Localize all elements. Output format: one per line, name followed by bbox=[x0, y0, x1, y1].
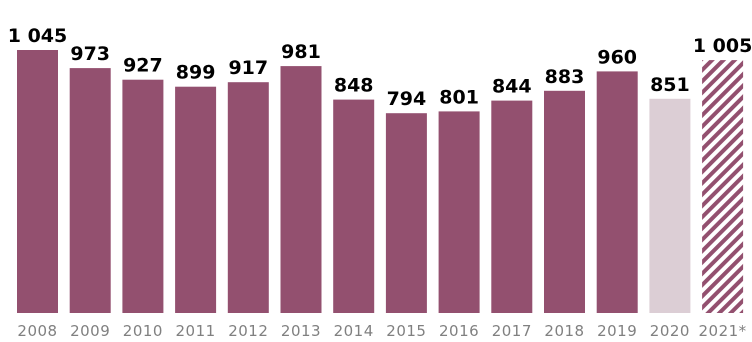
x-tick-label: 2012 bbox=[228, 322, 268, 340]
bar-2015 bbox=[385, 113, 427, 313]
bar-2014 bbox=[333, 99, 375, 313]
bar-2021 bbox=[702, 60, 744, 313]
bar-2010 bbox=[122, 79, 164, 313]
value-label: 927 bbox=[123, 55, 163, 77]
x-tick-label: 2014 bbox=[334, 322, 374, 340]
value-label: 917 bbox=[228, 57, 268, 79]
bar-2017 bbox=[491, 100, 533, 313]
value-label: 1 045 bbox=[8, 25, 68, 47]
x-tick-label: 2008 bbox=[17, 322, 57, 340]
value-label: 848 bbox=[334, 75, 374, 97]
value-label: 794 bbox=[387, 88, 427, 110]
x-tick-label: 2020 bbox=[650, 322, 690, 340]
x-tick-label: 2016 bbox=[439, 322, 479, 340]
x-tick-labels-group: 2008 2009 2010 2011 2012 2013 2014 2015 2016 2017… bbox=[17, 322, 746, 340]
value-label: 883 bbox=[545, 66, 585, 88]
value-label: 844 bbox=[492, 76, 532, 98]
value-label: 801 bbox=[439, 86, 479, 108]
x-tick-label: 2011 bbox=[176, 322, 216, 340]
bar-2011 bbox=[175, 86, 217, 313]
x-tick-label: 2017 bbox=[492, 322, 532, 340]
x-tick-label: 2013 bbox=[281, 322, 321, 340]
x-tick-label: 2018 bbox=[544, 322, 584, 340]
value-label: 851 bbox=[650, 74, 690, 96]
value-label: 981 bbox=[281, 41, 321, 63]
bar-2016 bbox=[438, 111, 480, 314]
bar-2009 bbox=[69, 68, 111, 313]
x-tick-label: 2021* bbox=[699, 322, 747, 340]
value-label: 899 bbox=[176, 62, 216, 84]
bar-2012 bbox=[227, 82, 269, 313]
bar-2013 bbox=[280, 66, 322, 313]
value-label: 1 005 bbox=[693, 35, 752, 57]
value-label: 960 bbox=[597, 46, 637, 68]
x-tick-label: 2009 bbox=[70, 322, 110, 340]
bar-2008 bbox=[17, 50, 58, 313]
bar-2020 bbox=[649, 98, 691, 313]
bar-2019 bbox=[596, 71, 638, 314]
bar-2018 bbox=[544, 90, 585, 313]
value-label: 973 bbox=[70, 43, 110, 65]
x-tick-label: 2010 bbox=[123, 322, 163, 340]
x-tick-label: 2015 bbox=[386, 322, 426, 340]
x-tick-label: 2019 bbox=[597, 322, 637, 340]
bars-group bbox=[17, 50, 744, 314]
